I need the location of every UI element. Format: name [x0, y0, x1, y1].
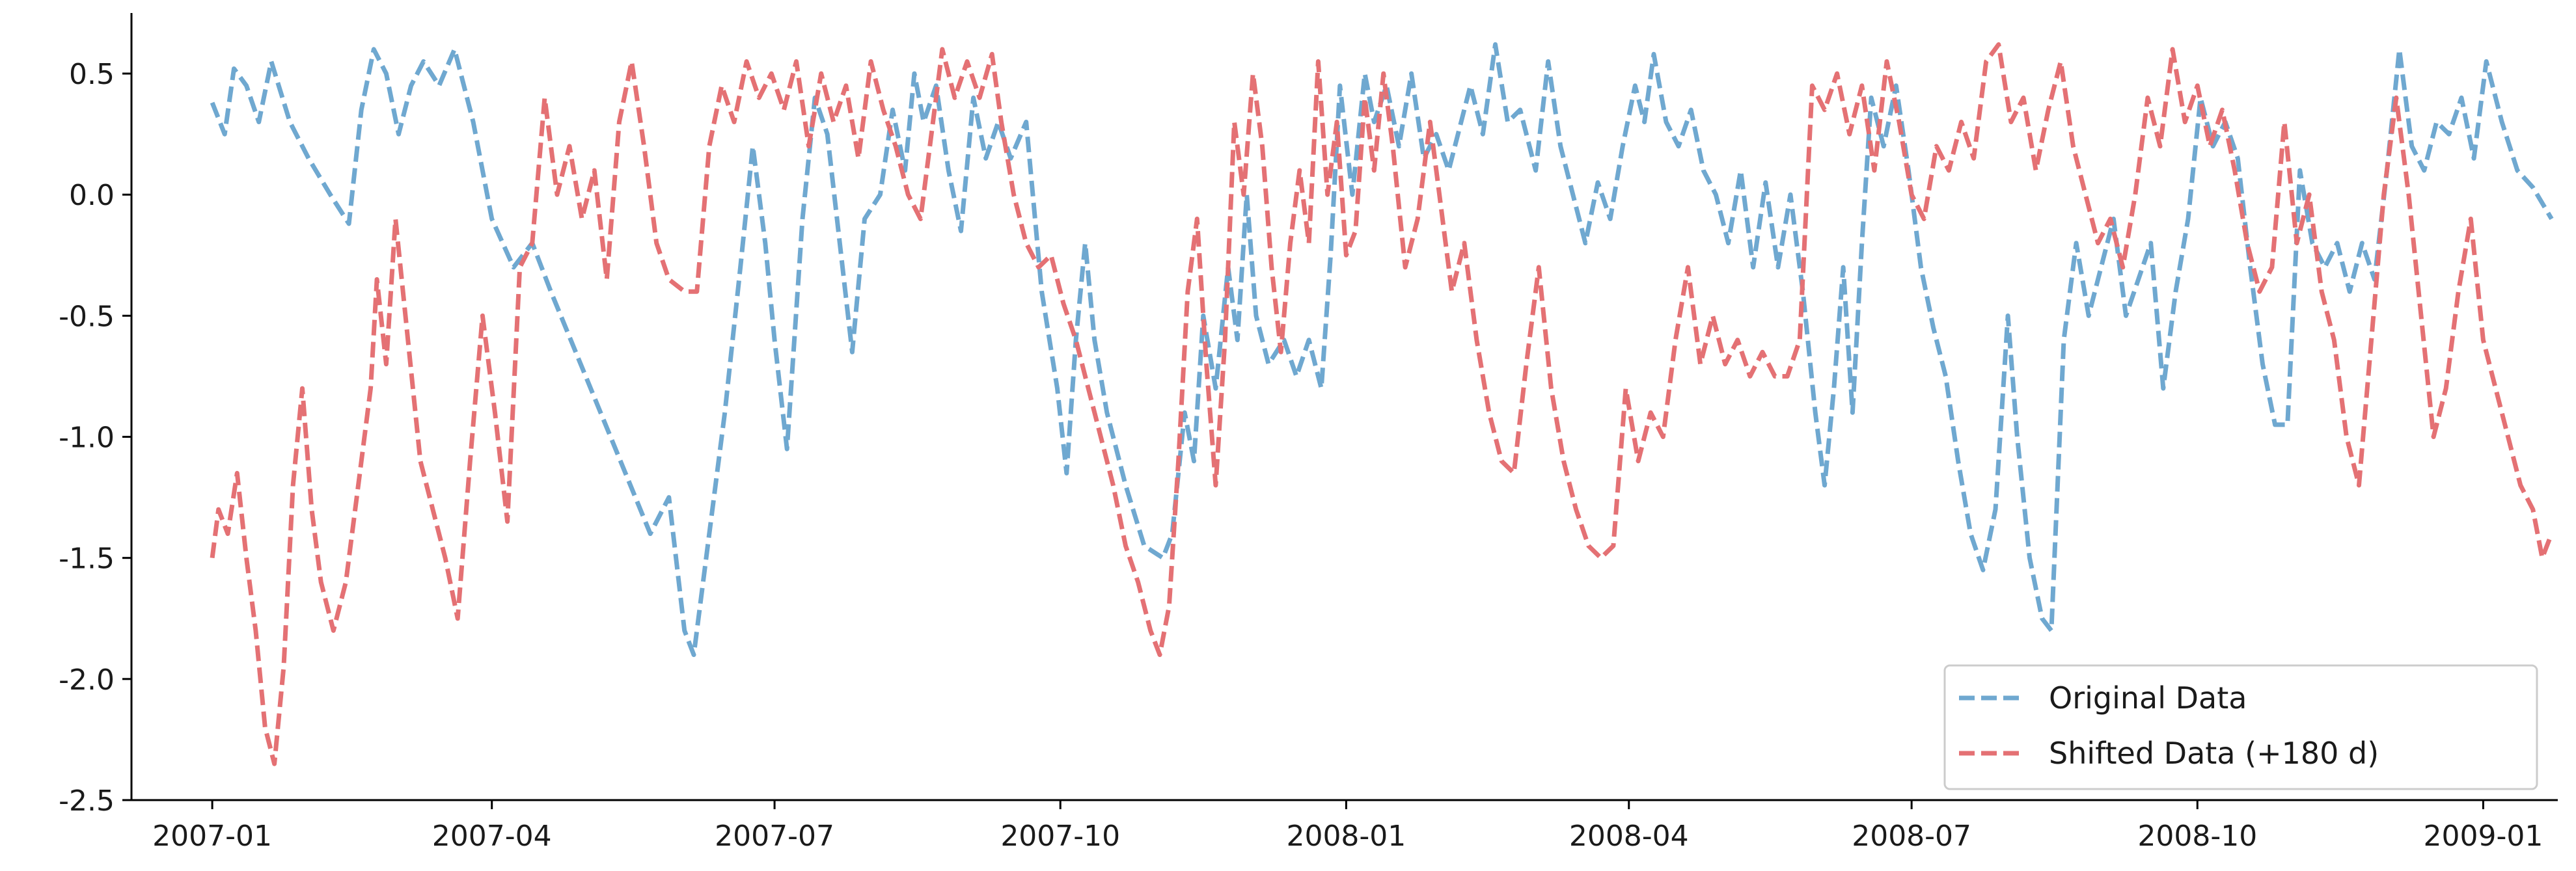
series-line-shifted [210, 42, 2554, 766]
y-tick-label: -2.0 [59, 663, 115, 697]
legend-label: Shifted Data (+180 d) [2049, 736, 2379, 771]
axes: -2.5 -2.0 -1.5 -1.0 -0.5 0.0 0.5 2007-01 2007-04… [59, 13, 2558, 853]
x-tick-label: 2008-07 [1852, 820, 1971, 853]
y-tick-label: -1.5 [59, 543, 115, 576]
series-line-original [210, 42, 2554, 658]
y-tick-label: -1.0 [59, 422, 115, 455]
legend-box [1943, 664, 2538, 790]
y-tick-label: 0.5 [69, 58, 115, 91]
x-tick-label: 2009-01 [2424, 820, 2543, 853]
y-tick-label: -0.5 [59, 300, 115, 333]
x-tick-label: 2008-04 [1569, 820, 1689, 853]
plot-area [210, 42, 2554, 766]
x-tick-label: 2007-04 [432, 820, 552, 853]
y-tick-label: -2.5 [59, 784, 115, 818]
x-tick-label: 2007-01 [152, 820, 272, 853]
legend-label: Original Data [2049, 680, 2247, 716]
x-tick-label: 2008-10 [2137, 820, 2257, 853]
y-tick-label: 0.0 [69, 179, 115, 212]
legend: Original Data Shifted Data (+180 d) [1943, 664, 2538, 790]
x-tick-label: 2007-07 [715, 820, 834, 853]
x-tick-label: 2008-01 [1286, 820, 1406, 853]
x-tick-label: 2007-10 [1000, 820, 1120, 853]
